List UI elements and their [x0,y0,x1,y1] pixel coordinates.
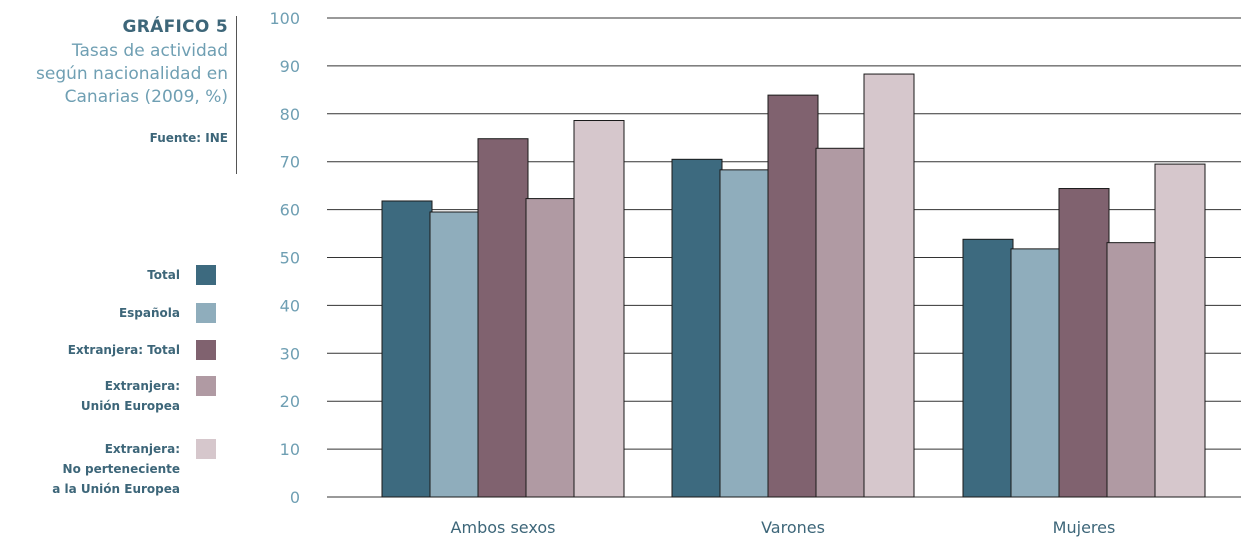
legend-swatch [196,340,216,360]
bar [1058,188,1110,498]
bar [767,94,819,498]
header-divider [236,16,237,174]
bar [429,211,481,498]
y-tick-label: 20 [280,392,300,411]
y-tick-label: 50 [280,249,300,268]
x-category-label: Ambos sexos [451,518,556,537]
legend-swatch [196,265,216,285]
legend-swatch [196,439,216,459]
y-tick-label: 90 [280,57,300,76]
legend-item-total: Total [147,265,216,285]
chart-subtitle-line: Tasas de actividad [71,41,228,61]
chart-header: GRÁFICO 5 Tasas de actividad según nacio… [0,14,228,145]
x-category-label: Mujeres [1053,518,1116,537]
y-tick-label: 0 [290,488,300,507]
x-category-label: Varones [761,518,825,537]
legend-label: Extranjera: No perteneciente a la Unión … [52,442,180,496]
chart-title: GRÁFICO 5 [122,17,228,37]
bar [525,198,577,498]
legend-label: Española [118,306,180,320]
legend-label: Extranjera: Unión Europea [80,379,180,413]
y-tick-label: 70 [280,153,300,172]
y-tick-label: 10 [280,440,300,459]
bar [671,158,723,498]
bar [1106,242,1158,498]
y-tick-label: 40 [280,296,300,315]
legend-swatch [196,376,216,396]
legend-item-extranjera-ue: Extranjera: Unión Europea [81,376,216,416]
bar [815,147,867,498]
legend-label: Extranjera: Total [67,343,180,357]
chart-subtitle-line: Canarias (2009, %) [64,87,228,107]
bar [477,138,529,498]
legend-item-espanola: Española [119,303,216,323]
bar [719,169,771,498]
y-tick-label: 100 [269,9,300,28]
bar [573,120,625,498]
bar [962,238,1014,498]
bar [1154,163,1206,498]
legend-swatch [196,303,216,323]
chart-source: Fuente: INE [149,131,228,145]
y-tick-label: 30 [280,344,300,363]
y-tick-label: 80 [280,105,300,124]
legend-label: Total [147,268,180,282]
legend-item-extranjera-no-ue: Extranjera: No perteneciente a la Unión … [52,439,216,499]
bar [1010,248,1062,498]
y-tick-label: 60 [280,201,300,220]
legend-item-extranjera-total: Extranjera: Total [68,340,216,360]
bar [863,73,915,498]
chart-subtitle-line: según nacionalidad en [36,64,228,84]
bar [381,200,433,498]
